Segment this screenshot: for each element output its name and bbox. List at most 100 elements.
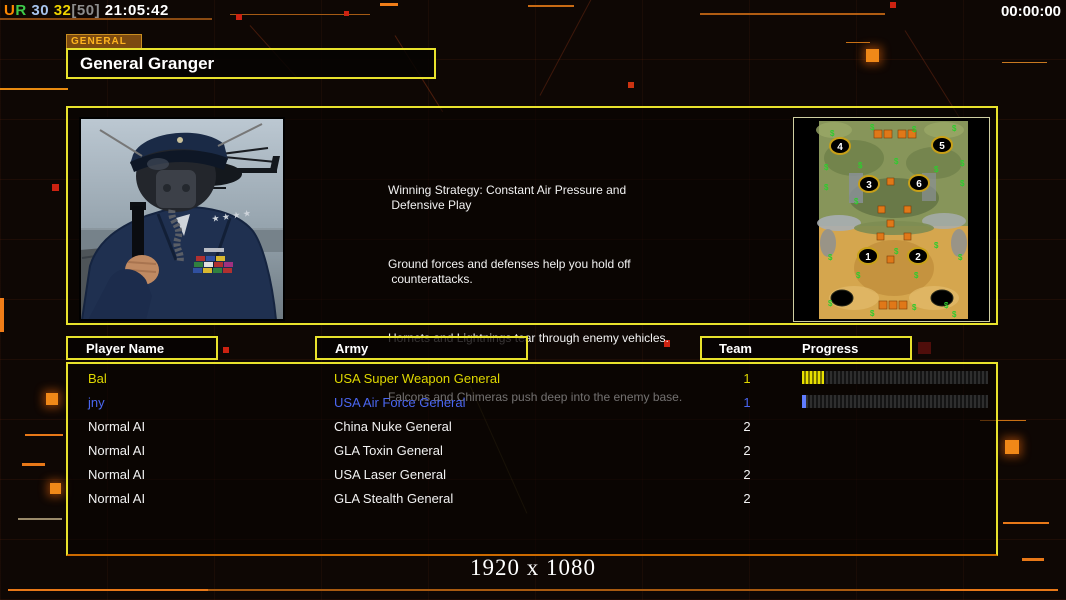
svg-text:$: $ [894, 157, 899, 166]
circuit-line [940, 589, 1058, 591]
player-army: USA Super Weapon General [334, 371, 500, 386]
svg-text:$: $ [824, 183, 829, 192]
circuit-line [0, 88, 68, 90]
svg-text:$: $ [912, 125, 917, 134]
player-team: 2 [743, 419, 751, 434]
circuit-square [46, 393, 58, 405]
circuit-line [1002, 62, 1047, 63]
player-team: 2 [743, 491, 751, 506]
circuit-line [8, 589, 208, 591]
circuit-line [1003, 522, 1049, 524]
svg-text:$: $ [828, 253, 833, 262]
progress-bar-fill [802, 395, 806, 408]
minimap-panel: $ $ $ $ $ $ $ $ $ $ $ $ $ $ $ $ $ $ $ $ $ $ $ 4 5 3 6 1 [793, 117, 990, 322]
circuit-line [25, 434, 63, 436]
general-name: General Granger [80, 54, 215, 73]
circuit-diagonal [539, 0, 597, 96]
player-army: USA Air Force General [334, 395, 466, 410]
svg-text:$: $ [912, 303, 917, 312]
player-name: Normal AI [88, 467, 146, 482]
player-name: Bal [88, 371, 107, 386]
svg-text:$: $ [952, 124, 957, 133]
player-army: China Nuke General [334, 419, 452, 434]
player-name: jny [88, 395, 105, 410]
general-figure: ★ ★ ★ ★ [80, 123, 278, 320]
circuit-line [22, 463, 45, 466]
player-team: 1 [743, 371, 751, 386]
player-team: 2 [743, 443, 751, 458]
circuit-line [18, 518, 62, 520]
svg-text:$: $ [856, 271, 861, 280]
player-name: Normal AI [88, 419, 146, 434]
start-position-number: 3 [866, 180, 872, 191]
player-army: GLA Toxin General [334, 443, 443, 458]
player-team: 2 [743, 467, 751, 482]
player-name: Normal AI [88, 491, 146, 506]
minimap-image: $ $ $ $ $ $ $ $ $ $ $ $ $ $ $ $ $ $ $ $ $ $ $ 4 5 3 6 1 [794, 118, 989, 321]
header-team-label: Team [719, 341, 752, 356]
start-position-number: 2 [915, 252, 921, 263]
stat-bracket: [50] [71, 2, 101, 19]
player-row: Normal AI China Nuke General 2 [68, 414, 996, 438]
circuit-line [528, 5, 574, 7]
resolution-label: 1920 x 1080 [470, 555, 596, 580]
svg-text:$: $ [934, 165, 939, 174]
svg-text:$: $ [934, 241, 939, 250]
circuit-square [52, 184, 59, 191]
player-row: Normal AI USA Laser General 2 [68, 462, 996, 486]
svg-text:$: $ [870, 123, 875, 132]
start-positions: 4 5 3 6 1 2 [829, 136, 953, 265]
network-stats: UR 30 32[50] 21:05:42 [4, 2, 169, 19]
svg-text:$: $ [960, 179, 965, 188]
header-team-progress: Team Progress [700, 336, 912, 360]
player-army: USA Laser General [334, 467, 447, 482]
hud-clock: 21:05:42 [104, 2, 169, 19]
stat-blue: 30 [31, 2, 50, 19]
circuit-square [50, 483, 61, 494]
player-name: Normal AI [88, 443, 146, 458]
player-row: Bal USA Super Weapon General 1 [68, 366, 996, 390]
svg-text:$: $ [854, 197, 859, 206]
svg-text:$: $ [828, 299, 833, 308]
circuit-square [918, 342, 931, 354]
circuit-square [664, 340, 670, 347]
svg-text:$: $ [944, 301, 949, 310]
circuit-square [628, 82, 634, 88]
svg-text:$: $ [858, 161, 863, 170]
player-row: Normal AI GLA Toxin General 2 [68, 438, 996, 462]
progress-bar [802, 395, 988, 408]
strategy-line: Ground forces and defenses help you hold… [388, 257, 631, 271]
player-row: Normal AI GLA Stealth General 2 [68, 486, 996, 510]
circuit-bar [0, 298, 4, 332]
start-position-number: 1 [865, 252, 871, 263]
strategy-line: Winning Strategy: Constant Air Pressure … [388, 183, 627, 197]
circuit-square [1005, 440, 1019, 454]
stat-yellow: 32 [53, 2, 72, 19]
start-position-number: 4 [837, 142, 843, 153]
stat-u: U [4, 2, 16, 19]
stat-r: R [15, 2, 27, 19]
general-name-box: General Granger [66, 48, 436, 79]
game-timer: 00:00:00 [1000, 3, 1061, 20]
circuit-square [236, 14, 242, 20]
circuit-line [0, 18, 212, 20]
player-army: GLA Stealth General [334, 491, 454, 506]
header-army: Army [315, 336, 528, 360]
player-list-panel: Bal USA Super Weapon General 1 jny USA A… [66, 362, 998, 556]
svg-text:$: $ [830, 129, 835, 138]
circuit-square [344, 11, 349, 16]
circuit-square [866, 49, 879, 62]
circuit-line [380, 3, 398, 6]
start-position-number: 5 [939, 141, 945, 152]
header-player-name-label: Player Name [86, 341, 165, 356]
header-army-label: Army [335, 341, 369, 356]
start-position-number: 6 [916, 179, 922, 190]
player-row: jny USA Air Force General 1 [68, 390, 996, 414]
progress-bar-fill [802, 371, 825, 384]
circuit-line [980, 420, 1026, 421]
progress-bar [802, 371, 988, 384]
supply-symbols: $ $ $ $ $ $ $ $ $ $ $ $ $ $ $ $ $ $ $ $ $ $ $ [824, 123, 965, 319]
svg-text:$: $ [952, 310, 957, 319]
circuit-line [230, 14, 370, 15]
